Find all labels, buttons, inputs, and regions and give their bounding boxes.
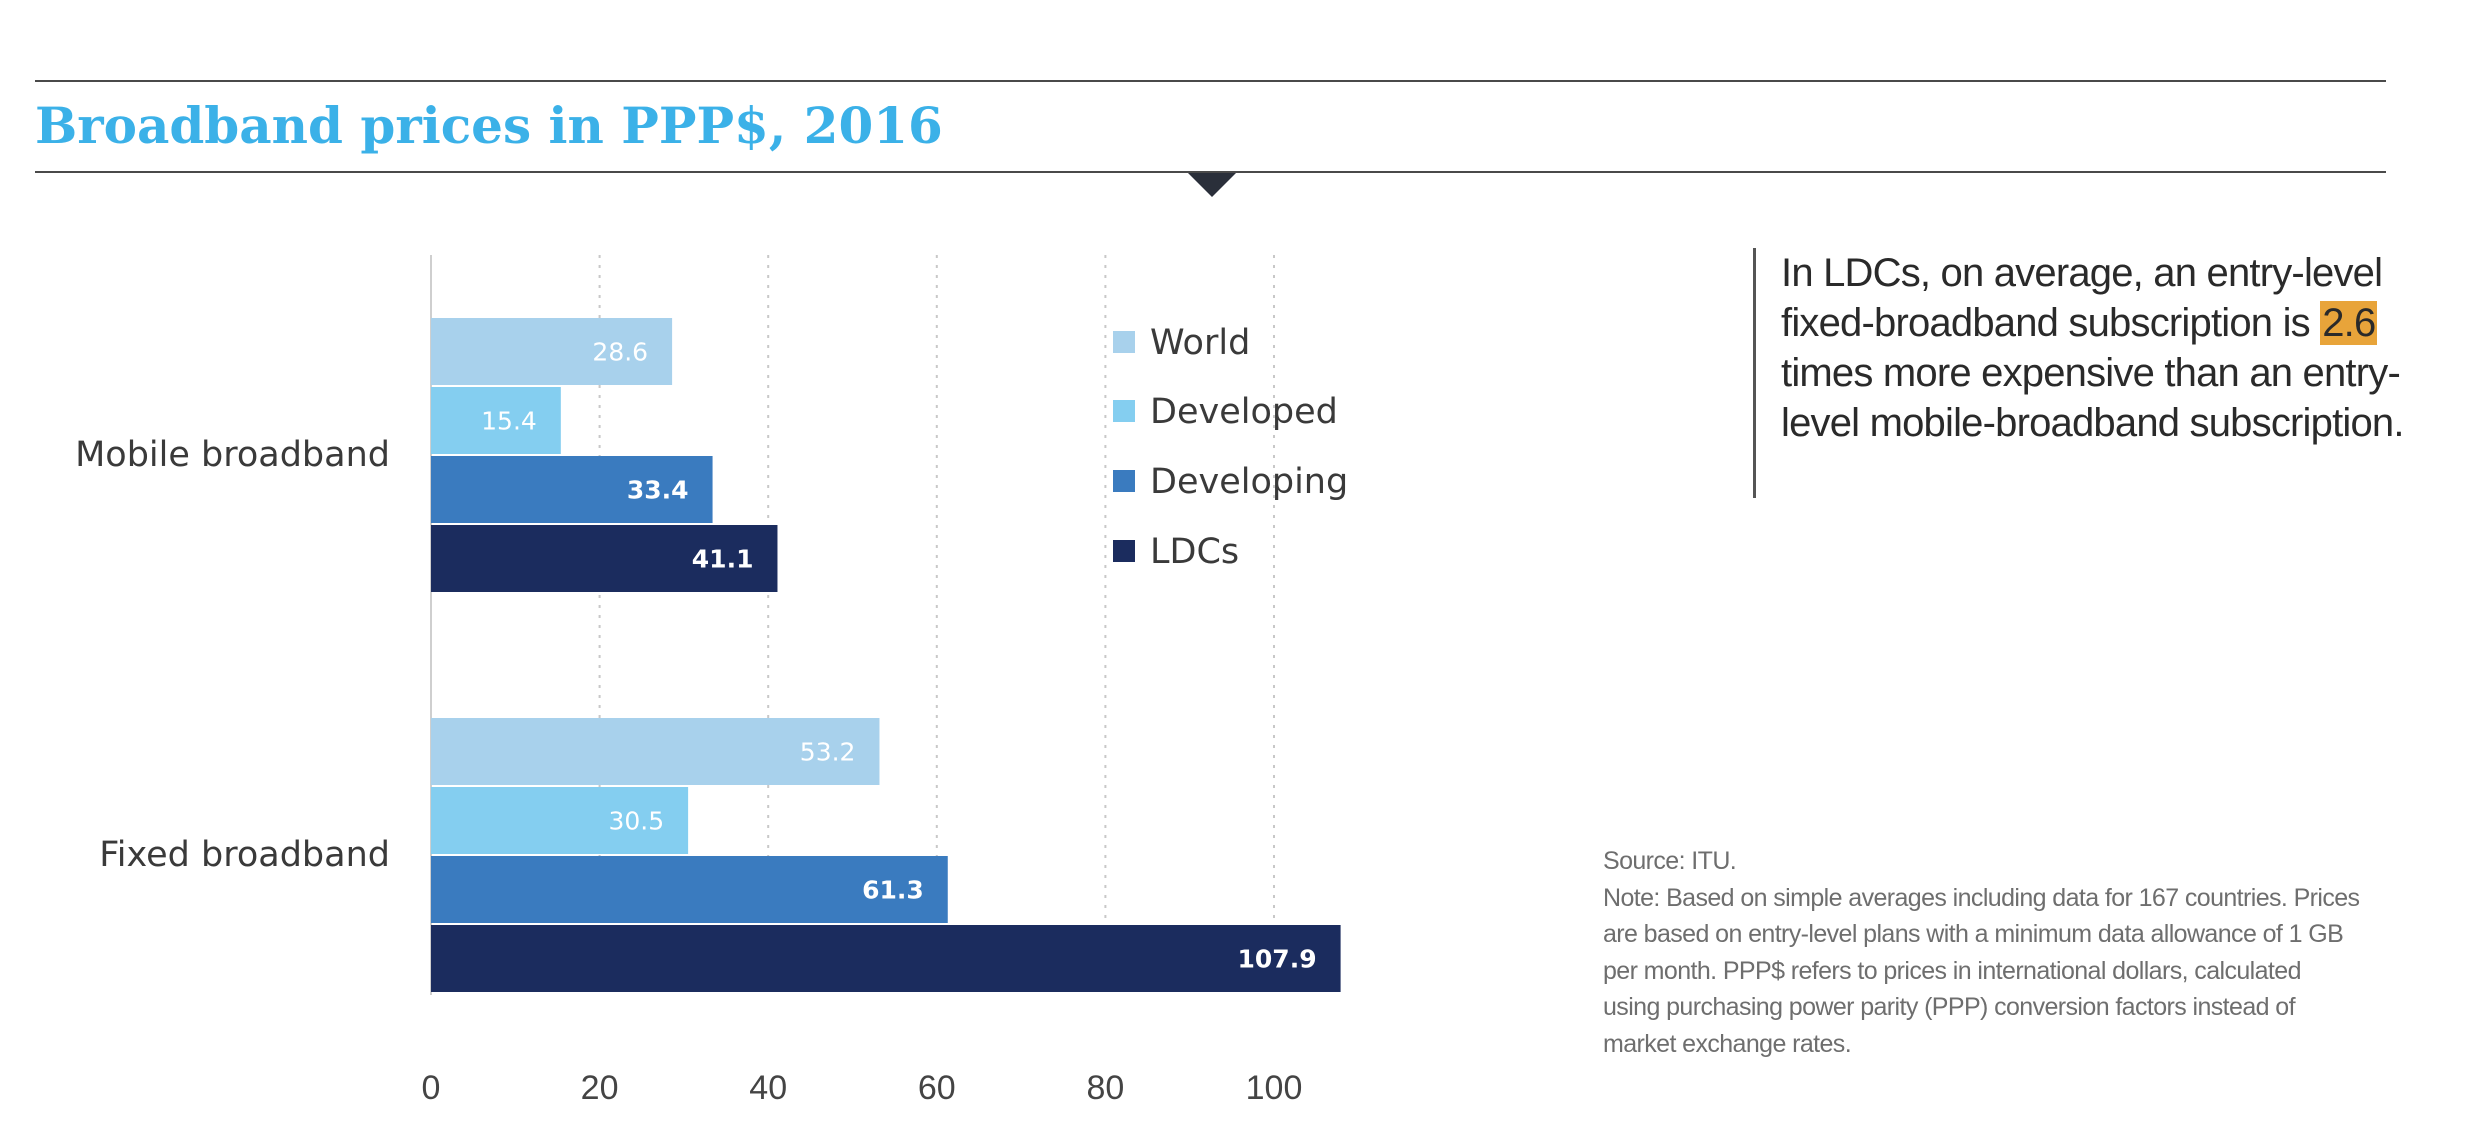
bar-world-fixed (431, 718, 880, 785)
tick-layer: 0 20 40 60 80 100 (422, 1069, 1303, 1107)
data-label: 61.3 (862, 876, 924, 905)
legend-swatch (1113, 540, 1135, 562)
bar-developing-mobile (431, 456, 713, 523)
note-text: Note: Based on simple averages including… (1603, 883, 2360, 1058)
bar-world-mobile (431, 318, 673, 385)
header-rule-top (35, 80, 2386, 82)
data-label: 28.6 (592, 338, 648, 367)
data-label: 30.5 (608, 807, 664, 836)
x-tick-label: 60 (918, 1069, 956, 1107)
legend-swatch (1113, 400, 1135, 422)
bar-developing-fixed (431, 856, 948, 923)
category-label: Mobile broadband (75, 435, 390, 475)
callout-box: In LDCs, on average, an entry-level fixe… (1753, 248, 2416, 498)
page-title: Broadband prices in PPP$, 2016 (35, 96, 943, 155)
x-tick-label: 0 (422, 1069, 441, 1107)
source-text: Source: ITU. (1603, 847, 1737, 875)
data-label: 53.2 (800, 738, 856, 767)
legend-label: Developing (1150, 462, 1348, 502)
x-tick-label: 20 (581, 1069, 619, 1107)
source-notes: Source: ITU. Note: Based on simple avera… (1603, 843, 2363, 1062)
callout-highlight: 2.6 (2320, 301, 2378, 345)
data-label: 41.1 (692, 545, 754, 574)
legend-label: LDCs (1150, 532, 1239, 572)
legend: World Developed Developing LDCs (1113, 323, 1348, 572)
x-tick-label: 40 (749, 1069, 787, 1107)
pointer-marker (1188, 173, 1236, 197)
x-tick-label: 80 (1086, 1069, 1124, 1107)
header-rule-bottom (35, 171, 2386, 173)
callout-text: In LDCs, on average, an entry-level fixe… (1781, 248, 2411, 448)
category-label: Fixed broadband (99, 835, 390, 875)
legend-label: Developed (1150, 392, 1338, 432)
data-label: 15.4 (481, 407, 537, 436)
legend-label: World (1150, 323, 1250, 363)
x-tick-label: 100 (1246, 1069, 1303, 1107)
bar-chart: 28.6 15.4 33.4 41.1 53.2 30.5 61.3 107.9 0 20 40 6… (75, 255, 1348, 1107)
legend-swatch (1113, 470, 1135, 492)
data-label: 33.4 (627, 476, 689, 505)
bar-layer: 28.6 15.4 33.4 41.1 53.2 30.5 61.3 107.9 (431, 318, 1341, 992)
bar-ldcs-fixed (431, 925, 1341, 992)
data-label: 107.9 (1238, 945, 1317, 974)
category-label-layer: Mobile broadband Fixed broadband (75, 435, 390, 875)
bar-developed-fixed (431, 787, 689, 854)
callout-text-after: times more expensive than an entry-level… (1781, 351, 2404, 445)
callout-text-before: In LDCs, on average, an entry-level fixe… (1781, 251, 2383, 345)
bar-ldcs-mobile (431, 525, 778, 592)
bar-developed-mobile (431, 387, 561, 454)
legend-swatch (1113, 331, 1135, 353)
